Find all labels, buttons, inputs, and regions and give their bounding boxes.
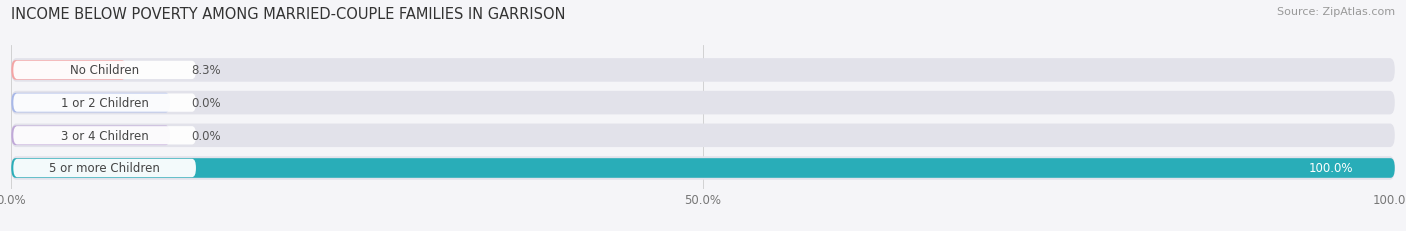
FancyBboxPatch shape [11,158,1395,178]
Text: 3 or 4 Children: 3 or 4 Children [60,129,149,142]
FancyBboxPatch shape [11,61,127,80]
Text: Source: ZipAtlas.com: Source: ZipAtlas.com [1277,7,1395,17]
FancyBboxPatch shape [11,126,170,146]
FancyBboxPatch shape [13,159,195,177]
Text: 8.3%: 8.3% [191,64,221,77]
Text: 5 or more Children: 5 or more Children [49,162,160,175]
Text: 1 or 2 Children: 1 or 2 Children [60,97,149,110]
FancyBboxPatch shape [11,59,1395,82]
FancyBboxPatch shape [13,127,195,145]
FancyBboxPatch shape [13,94,195,112]
FancyBboxPatch shape [13,61,195,80]
FancyBboxPatch shape [11,124,1395,147]
FancyBboxPatch shape [11,157,1395,180]
Text: 100.0%: 100.0% [1309,162,1353,175]
FancyBboxPatch shape [11,93,170,113]
Text: No Children: No Children [70,64,139,77]
Text: INCOME BELOW POVERTY AMONG MARRIED-COUPLE FAMILIES IN GARRISON: INCOME BELOW POVERTY AMONG MARRIED-COUPL… [11,7,565,22]
FancyBboxPatch shape [11,91,1395,115]
Text: 0.0%: 0.0% [191,97,221,110]
Text: 0.0%: 0.0% [191,129,221,142]
